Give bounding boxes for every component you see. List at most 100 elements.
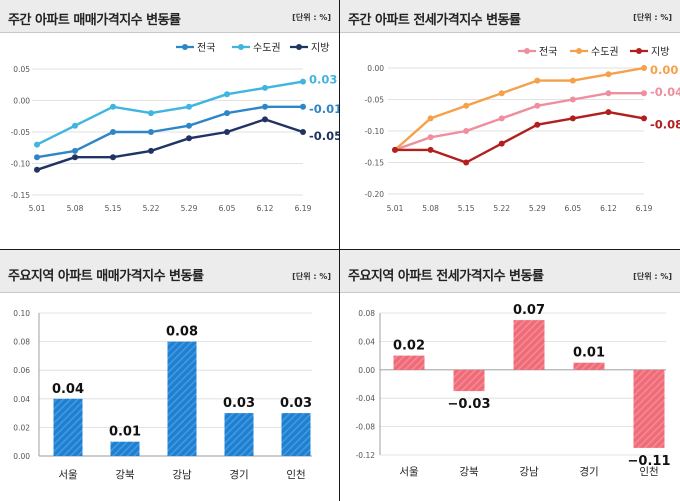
- series-point: [534, 121, 541, 128]
- legend-label: 전국: [539, 46, 557, 58]
- bar-value-label: 0.08: [166, 325, 198, 340]
- x-category-label: 강남: [172, 469, 192, 481]
- bar-value-label: 0.07: [513, 303, 545, 318]
- x-tick-label: 6.19: [636, 204, 653, 213]
- unit-label: [단위 : %]: [292, 272, 331, 281]
- legend-swatch-marker: [182, 44, 188, 50]
- unit-label: [단위 : %]: [292, 13, 331, 22]
- series-point: [224, 110, 230, 117]
- x-category-label: 경기: [579, 465, 598, 478]
- x-category-label: 서울: [399, 466, 419, 478]
- legend-label: 지방: [311, 42, 329, 54]
- y-tick-label: -0.05: [11, 128, 31, 137]
- series-point: [534, 77, 541, 84]
- bar-value-label: 0.04: [52, 382, 84, 397]
- y-tick-label: 0.04: [358, 337, 375, 346]
- y-tick-label: 0.00: [13, 97, 30, 106]
- series-point: [148, 147, 154, 154]
- series-end-label: 0.00: [650, 63, 678, 77]
- y-tick-label: 0.06: [13, 366, 30, 375]
- legend-label: 전국: [197, 42, 215, 54]
- y-tick-label: -0.10: [11, 160, 31, 169]
- legend-swatch-marker: [524, 48, 530, 54]
- panel-sale-regional: 주요지역 아파트 매매가격지수 변동률 [단위 : %] 0.10 0.08 0.0…: [0, 250, 339, 501]
- chart-title: 주간 아파트 매매가격지수 변동률: [8, 13, 181, 28]
- series-point: [224, 91, 230, 98]
- series-point: [300, 78, 306, 85]
- legend-label: 수도권: [253, 42, 281, 54]
- series-point: [498, 140, 505, 147]
- panel-jeonse-regional: 주요지역 아파트 전세가격지수 변동률 [단위 : %] 0.08 0.04 0.0…: [340, 250, 680, 501]
- chart-title: 주간 아파트 전세가격지수 변동률: [348, 13, 521, 28]
- series-point: [262, 103, 268, 110]
- series-line-2: [395, 110, 645, 164]
- y-tick-label: 0.00: [358, 366, 375, 375]
- x-tick-label: 6.12: [600, 204, 617, 213]
- bar-2: [513, 320, 545, 370]
- series-line-1: [394, 66, 645, 151]
- series-point: [34, 154, 40, 161]
- series-point: [148, 129, 154, 135]
- series-point: [605, 109, 612, 116]
- bar-3: [224, 413, 254, 456]
- series-point: [110, 103, 116, 110]
- legend-swatch-marker: [238, 44, 244, 50]
- chart-title: 주요지역 아파트 매매가격지수 변동률: [8, 269, 204, 284]
- panel-divider-horizontal: [0, 249, 680, 250]
- series-point: [300, 129, 306, 135]
- series-point: [534, 102, 541, 109]
- series-point: [34, 166, 40, 173]
- series-point: [463, 102, 470, 109]
- y-tick-label: 0.08: [358, 309, 375, 318]
- x-category-label: 경기: [229, 468, 248, 481]
- series-end-label: -0.01: [309, 102, 339, 116]
- series-point: [186, 135, 192, 142]
- series-point: [262, 84, 268, 91]
- x-category-label: 인천: [286, 469, 305, 481]
- series-point: [72, 147, 78, 154]
- series-point: [34, 141, 40, 148]
- chart-title: 주요지역 아파트 전세가격지수 변동률: [348, 269, 544, 284]
- y-tick-label: 0.08: [13, 338, 30, 347]
- series-point: [427, 115, 434, 122]
- series-point: [392, 146, 398, 153]
- series-point: [427, 146, 434, 153]
- series-point: [186, 122, 192, 129]
- bar-0: [53, 398, 83, 456]
- panel-header: 주간 아파트 전세가격지수 변동률 [단위 : %]: [340, 0, 680, 33]
- y-tick-label: 0.10: [13, 309, 30, 318]
- series-point: [110, 154, 116, 161]
- bar-0: [393, 355, 425, 370]
- x-category-label: 강남: [519, 466, 539, 478]
- bar-3: [573, 362, 605, 370]
- y-tick-label: 0.00: [367, 64, 384, 73]
- series-point: [605, 90, 612, 97]
- series-point: [72, 154, 78, 161]
- series-line-0: [394, 92, 644, 152]
- x-tick-label: 5.15: [105, 204, 122, 213]
- series-point: [641, 65, 647, 71]
- bar-4: [633, 369, 665, 448]
- series-end-label: -0.04: [650, 85, 680, 99]
- series-end-label: -0.08: [650, 117, 680, 131]
- x-tick-label: 5.08: [67, 204, 84, 213]
- x-category-label: 서울: [58, 469, 78, 481]
- x-tick-label: 5.22: [493, 204, 510, 213]
- series-line-0: [36, 105, 303, 159]
- legend-label: 지방: [651, 46, 669, 58]
- series-point: [300, 103, 306, 110]
- panel-sale-weekly: 주간 아파트 매매가격지수 변동률 [단위 : %] 0.05 0.00 -0.05…: [0, 0, 339, 249]
- x-category-label: 강북: [115, 469, 135, 481]
- panel-divider-vertical: [339, 0, 340, 501]
- panel-header: 주요지역 아파트 매매가격지수 변동률 [단위 : %]: [0, 250, 339, 293]
- legend-swatch-marker: [576, 48, 582, 54]
- y-tick-label: 0.05: [13, 65, 30, 74]
- series-point: [427, 134, 434, 141]
- x-tick-label: 5.01: [387, 204, 404, 213]
- y-tick-label: -0.20: [365, 190, 385, 199]
- series-point: [148, 110, 154, 117]
- bar-value-label: 0.03: [223, 396, 255, 411]
- panel-header: 주요지역 아파트 전세가격지수 변동률 [단위 : %]: [340, 250, 680, 293]
- y-tick-label: -0.10: [365, 127, 385, 136]
- bar-value-label: 0.01: [573, 346, 605, 361]
